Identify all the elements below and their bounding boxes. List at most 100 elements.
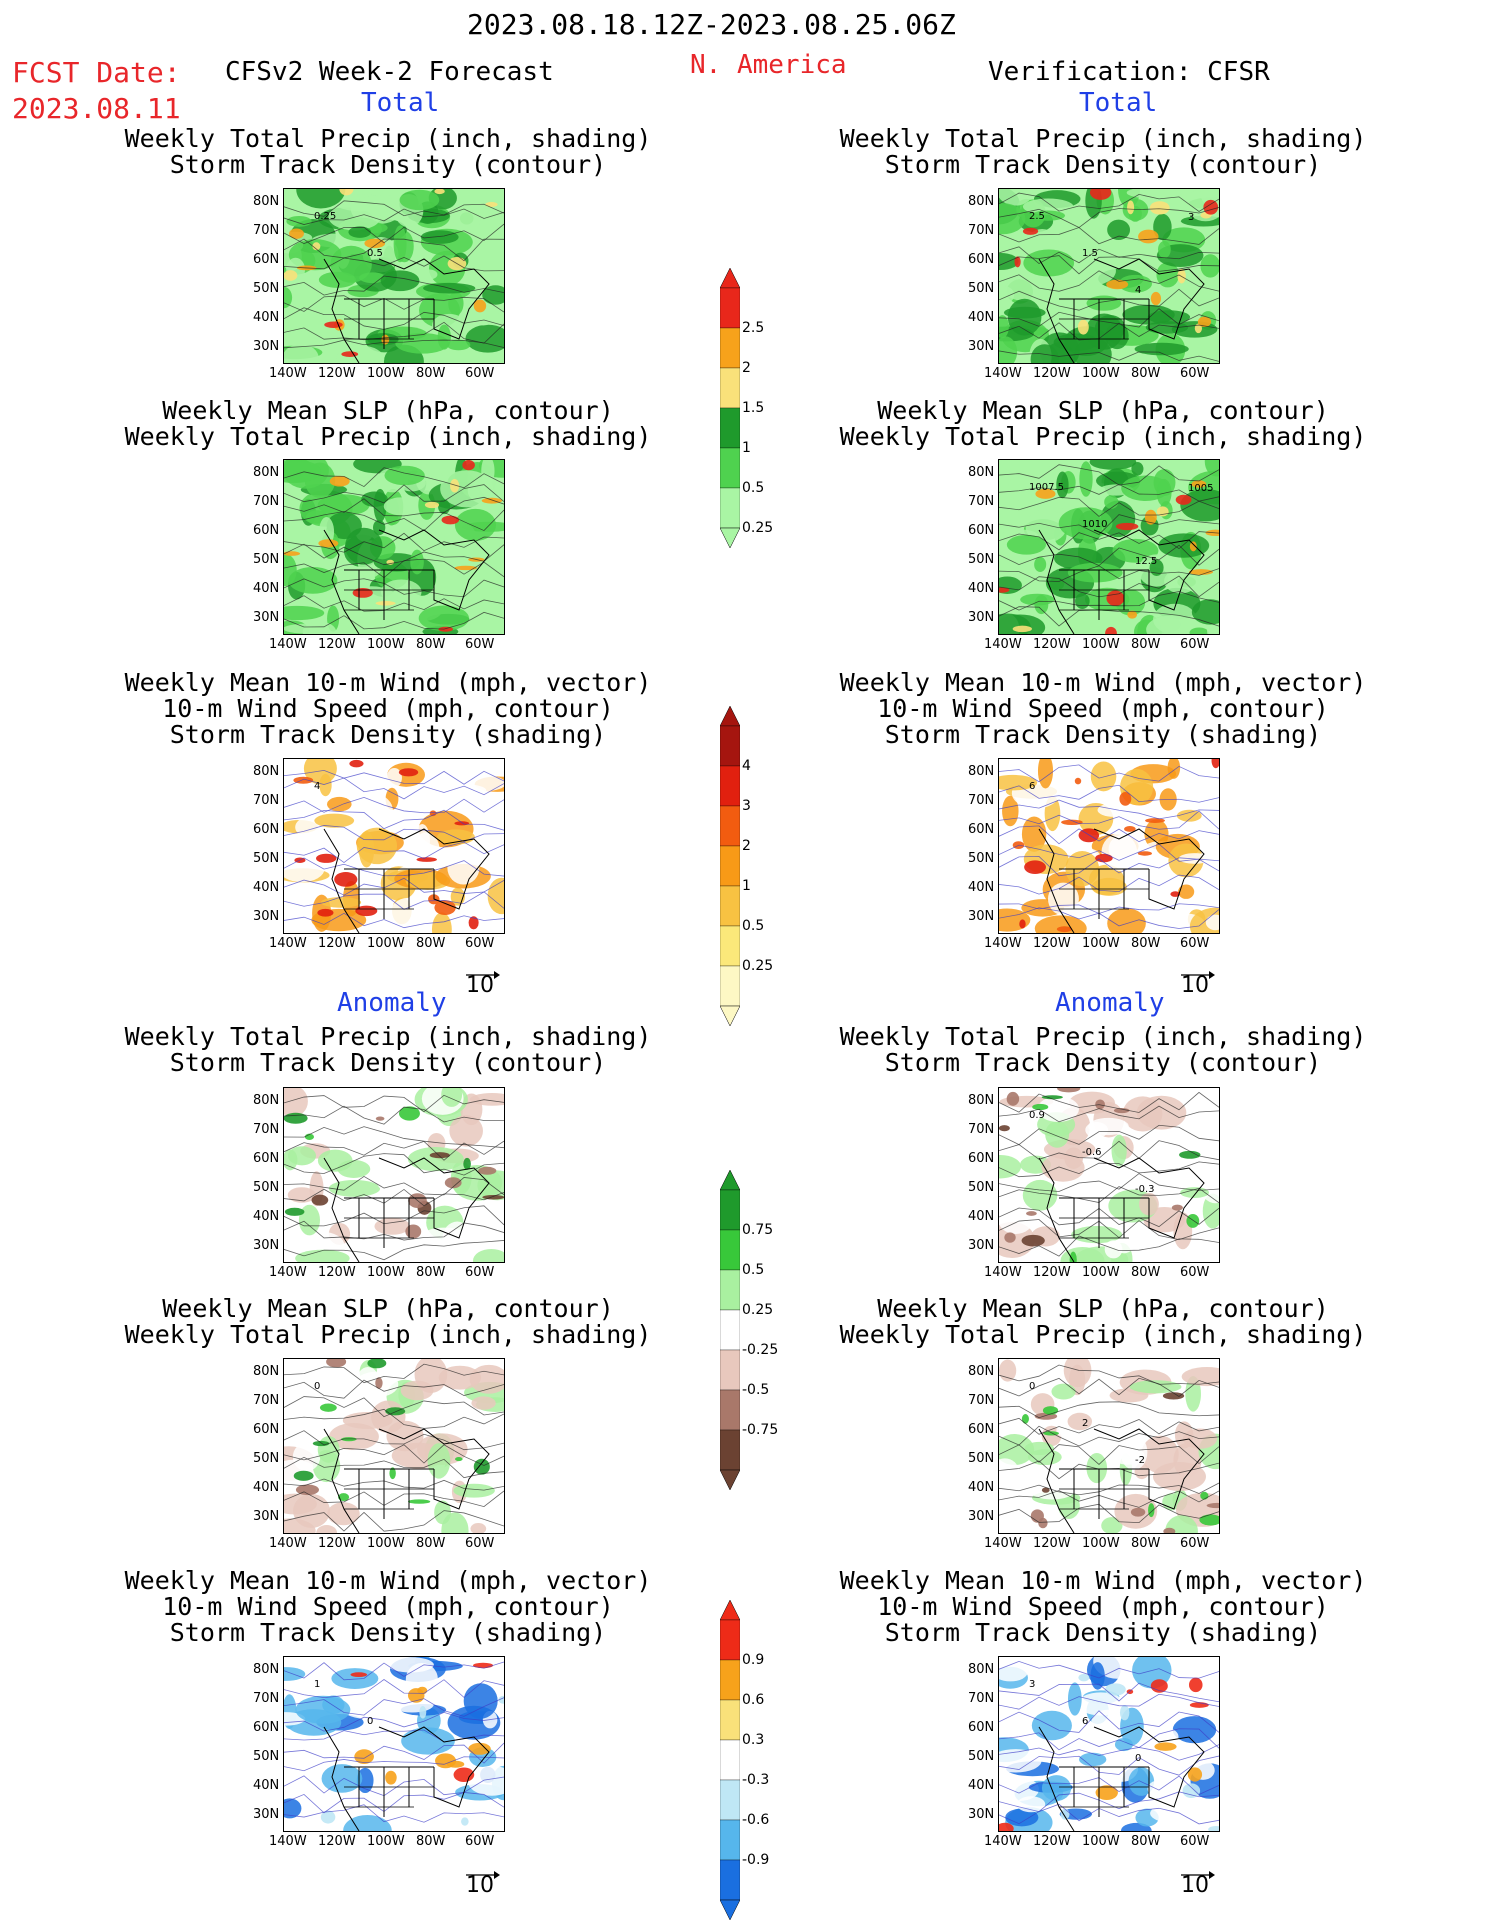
precip-anom-colorbar-label: -0.75 xyxy=(742,1422,779,1438)
fcst-precip-anom-panel-lat-tick: 30N xyxy=(253,1238,280,1253)
fcst-precip-total-title-line-1: Weekly Total Precip (inch, shading) xyxy=(124,124,652,153)
fcst-precip-total-panel-contour-label: 0.25 xyxy=(314,211,336,222)
cfsr-wind-anom-panel-map: 3 6 0 xyxy=(999,1657,1219,1831)
cfsr-precip-anom-panel-lon-tick: 140W xyxy=(984,1265,1022,1280)
fcst-precip-anom-panel-lat-tick: 70N xyxy=(253,1122,280,1137)
cfsr-anom-vector-ref xyxy=(1181,1865,1215,1884)
fcst-wind-total-panel-lon-tick: 100W xyxy=(367,936,405,951)
precip-total-colorbar-label: 2.5 xyxy=(742,320,765,336)
cfsr-precip-total-panel: 2.5 1.5 4 3 xyxy=(998,188,1220,364)
fcst-date-value: 2023.08.11 xyxy=(12,92,181,125)
fcst-anom-vector-ref-label: 10 xyxy=(466,1873,494,1898)
fcst-wind-anom-panel-lat-tick: 80N xyxy=(253,1662,280,1677)
fcst-precip-total-panel-lat-tick: 40N xyxy=(253,310,280,325)
cfsr-precip-anom-panel-contour-label: -0.6 xyxy=(1082,1147,1102,1158)
fcst-precip-total-panel-lat-tick: 80N xyxy=(253,194,280,209)
fcst-slp-total-panel xyxy=(283,459,505,635)
cfsr-precip-anom-panel-contour-label: -0.3 xyxy=(1135,1184,1155,1195)
fcst-slp-total-title-line-1: Weekly Mean SLP (hPa, contour) xyxy=(162,396,614,425)
fcst-slp-total-panel-lon-tick: 60W xyxy=(465,637,495,652)
fcst-precip-total-panel-lon-tick: 120W xyxy=(318,366,356,381)
fcst-wind-total-panel-lat-tick: 30N xyxy=(253,909,280,924)
cfsr-precip-total-panel-lon-tick: 80W xyxy=(1131,366,1161,381)
storm-total-colorbar-label: 2 xyxy=(742,838,751,854)
cfsr-slp-anom-title-line-2: Weekly Total Precip (inch, shading) xyxy=(839,1320,1367,1349)
fcst-precip-anom-panel-lat-tick: 40N xyxy=(253,1209,280,1224)
cfsr-slp-total-panel-lat-tick: 50N xyxy=(968,552,995,567)
fcst-precip-total-panel-lat-tick: 30N xyxy=(253,339,280,354)
fcst-slp-total-panel-lon-tick: 80W xyxy=(416,637,446,652)
precip-total-colorbar-label: 0.5 xyxy=(742,480,765,496)
cfsr-precip-anom-panel: 0.9 -0.6 -0.3 xyxy=(998,1087,1220,1263)
storm-total-colorbar-label: 3 xyxy=(742,798,751,814)
precip-total-colorbar xyxy=(719,267,741,552)
fcst-wind-anom-panel-lat-tick: 60N xyxy=(253,1720,280,1735)
fcst-precip-anom-panel-lon-tick: 100W xyxy=(367,1265,405,1280)
cfsr-precip-anom-panel-contour-label: 0.9 xyxy=(1029,1110,1045,1121)
cfsr-slp-total-panel-contour-label: 1005 xyxy=(1188,483,1213,494)
cfsr-precip-anom-title-line-1: Weekly Total Precip (inch, shading) xyxy=(839,1022,1367,1051)
fcst-slp-anom-panel: 0 xyxy=(283,1358,505,1534)
cfsr-anom-vector-ref-label: 10 xyxy=(1181,1873,1209,1898)
cfsr-slp-total-panel-lat-tick: 40N xyxy=(968,581,995,596)
cfsr-wind-total-panel-lon-tick: 80W xyxy=(1131,936,1161,951)
cfsr-precip-anom-title-line-2: Storm Track Density (contour) xyxy=(884,1048,1322,1077)
cfsr-wind-anom-title-line-1: Weekly Mean 10-m Wind (mph, vector) xyxy=(839,1566,1367,1595)
fcst-precip-anom-panel-lat-tick: 80N xyxy=(253,1093,280,1108)
fcst-precip-anom-panel-lat-tick: 50N xyxy=(253,1180,280,1195)
cfsr-wind-anom-panel-contour-label: 6 xyxy=(1082,1716,1088,1727)
fcst-total-vector-ref xyxy=(466,965,500,984)
fcst-slp-anom-panel-lon-tick: 60W xyxy=(465,1536,495,1551)
fcst-wind-total-panel-lat-tick: 60N xyxy=(253,822,280,837)
cfsr-slp-anom-title-line-1: Weekly Mean SLP (hPa, contour) xyxy=(877,1294,1329,1323)
cfsr-precip-anom-panel-lat-tick: 50N xyxy=(968,1180,995,1195)
cfsr-wind-total-panel-lat-tick: 50N xyxy=(968,851,995,866)
fcst-slp-total-panel-lat-tick: 80N xyxy=(253,465,280,480)
fcst-precip-anom-panel-lon-tick: 140W xyxy=(269,1265,307,1280)
cfsr-precip-total-title-line-2: Storm Track Density (contour) xyxy=(884,150,1322,179)
cfsr-slp-total-panel-map: 1007.5 1010 12.5 1005 xyxy=(999,460,1219,634)
cfsr-wind-anom-panel-lon-tick: 140W xyxy=(984,1834,1022,1849)
fcst-wind-anom-panel-lat-tick: 70N xyxy=(253,1691,280,1706)
precip-total-colorbar-label: 1.5 xyxy=(742,400,765,416)
verification-label: Verification: CFSR xyxy=(988,57,1270,87)
fcst-precip-anom-panel-lon-tick: 80W xyxy=(416,1265,446,1280)
fcst-wind-total-panel-lon-tick: 60W xyxy=(465,936,495,951)
storm-anom-colorbar xyxy=(719,1599,741,1924)
fcst-slp-total-panel-lat-tick: 40N xyxy=(253,581,280,596)
cfsr-slp-total-title-line-2: Weekly Total Precip (inch, shading) xyxy=(839,422,1367,451)
storm-anom-colorbar-label: -0.3 xyxy=(742,1772,770,1788)
storm-anom-colorbar-label: 0.6 xyxy=(742,1692,765,1708)
cfsr-slp-anom-panel-map: 0 2 -2 xyxy=(999,1359,1219,1533)
cfsr-wind-total-panel-lat-tick: 60N xyxy=(968,822,995,837)
cfsr-slp-anom-panel-lat-tick: 60N xyxy=(968,1422,995,1437)
cfsr-slp-anom-panel: 0 2 -2 xyxy=(998,1358,1220,1534)
cfsr-wind-anom-panel-lat-tick: 30N xyxy=(968,1807,995,1822)
cfsr-slp-total-panel-lat-tick: 80N xyxy=(968,465,995,480)
cfsr-precip-anom-panel-lat-tick: 40N xyxy=(968,1209,995,1224)
cfsr-wind-total-panel-lon-tick: 140W xyxy=(984,936,1022,951)
fcst-wind-total-panel-lon-tick: 140W xyxy=(269,936,307,951)
fcst-precip-total-panel-lon-tick: 100W xyxy=(367,366,405,381)
fcst-wind-anom-panel-map: 10 xyxy=(284,1657,504,1831)
cfsr-precip-anom-panel-map: 0.9 -0.6 -0.3 xyxy=(999,1088,1219,1262)
precip-total-colorbar-label: 2 xyxy=(742,360,751,376)
storm-total-colorbar-label: 4 xyxy=(742,758,751,774)
fcst-wind-anom-panel-lat-tick: 50N xyxy=(253,1749,280,1764)
fcst-precip-anom-panel-lon-tick: 120W xyxy=(318,1265,356,1280)
cfsr-total-vector-ref-label: 10 xyxy=(1181,973,1209,998)
precip-anom-colorbar-label: 0.75 xyxy=(742,1222,774,1238)
precip-total-colorbar-label: 1 xyxy=(742,440,751,456)
date-range-title: 2023.08.18.12Z-2023.08.25.06Z xyxy=(467,8,956,41)
fcst-wind-anom-panel-lat-tick: 40N xyxy=(253,1778,280,1793)
precip-anom-colorbar xyxy=(719,1169,741,1494)
cfsr-slp-anom-panel-lon-tick: 120W xyxy=(1033,1536,1071,1551)
fcst-slp-total-panel-lat-tick: 70N xyxy=(253,494,280,509)
fcst-wind-total-title-line-2: 10-m Wind Speed (mph, contour) xyxy=(162,694,614,723)
cfsr-wind-anom-panel-lat-tick: 40N xyxy=(968,1778,995,1793)
storm-anom-colorbar-label: -0.6 xyxy=(742,1812,770,1828)
fcst-wind-anom-title-line-3: Storm Track Density (shading) xyxy=(169,1618,607,1647)
precip-total-colorbar-label: 0.25 xyxy=(742,520,774,536)
cfsr-slp-total-panel-lon-tick: 120W xyxy=(1033,637,1071,652)
